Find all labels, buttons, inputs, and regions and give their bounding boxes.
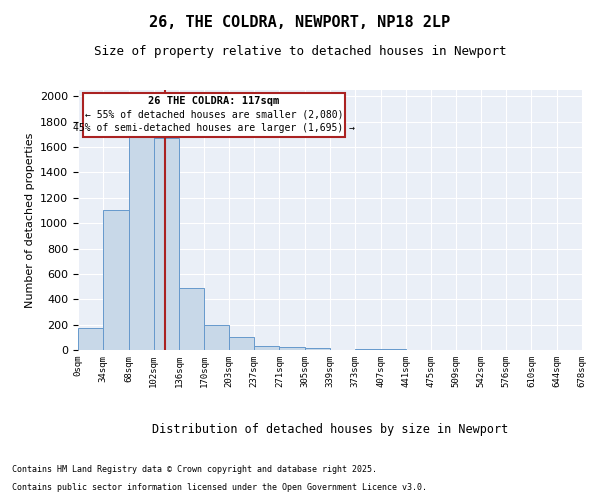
Text: Size of property relative to detached houses in Newport: Size of property relative to detached ho… (94, 45, 506, 58)
Bar (78, 328, 103, 350)
Y-axis label: Number of detached properties: Number of detached properties (25, 132, 35, 308)
Bar (205, 324, 229, 350)
Text: Contains HM Land Registry data © Crown copyright and database right 2025.: Contains HM Land Registry data © Crown c… (12, 465, 377, 474)
Bar (154, 138, 179, 350)
Bar (280, 348, 305, 350)
Bar (229, 338, 254, 350)
Bar (179, 288, 205, 350)
Text: 26, THE COLDRA, NEWPORT, NP18 2LP: 26, THE COLDRA, NEWPORT, NP18 2LP (149, 15, 451, 30)
Text: 45% of semi-detached houses are larger (1,695) →: 45% of semi-detached houses are larger (… (73, 123, 355, 133)
FancyBboxPatch shape (83, 92, 345, 137)
Bar (103, 210, 128, 350)
Text: Contains public sector information licensed under the Open Government Licence v3: Contains public sector information licen… (12, 482, 427, 492)
Text: Distribution of detached houses by size in Newport: Distribution of detached houses by size … (152, 422, 508, 436)
Bar (254, 346, 280, 350)
Bar (305, 348, 330, 350)
Bar (128, 137, 154, 350)
Text: 26 THE COLDRA: 117sqm: 26 THE COLDRA: 117sqm (148, 96, 280, 106)
Text: ← 55% of detached houses are smaller (2,080): ← 55% of detached houses are smaller (2,… (85, 110, 343, 120)
